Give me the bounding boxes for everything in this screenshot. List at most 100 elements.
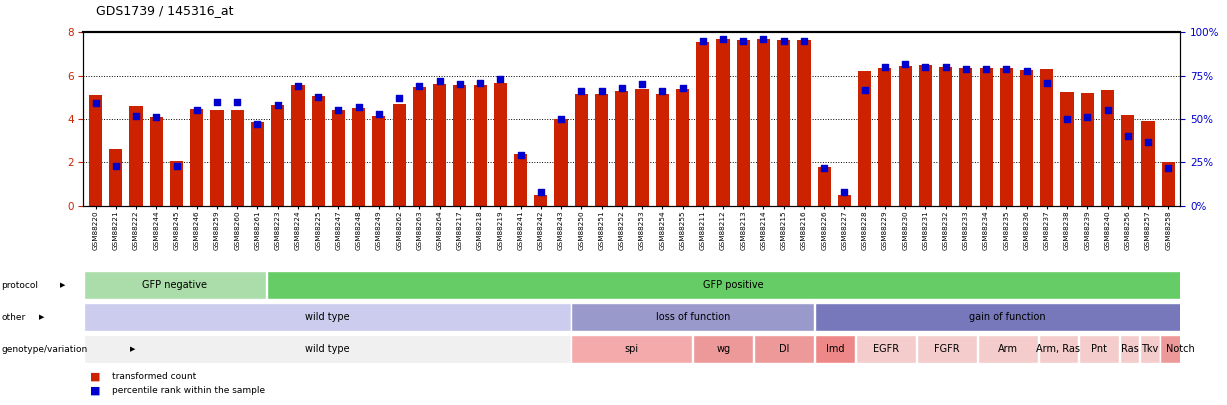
Point	[1118, 133, 1137, 140]
Bar	[453, 85, 466, 206]
Text: transformed count: transformed count	[112, 372, 196, 381]
Point	[875, 64, 894, 70]
Point	[591, 88, 611, 95]
Point	[1077, 114, 1097, 121]
Bar	[1080, 335, 1119, 363]
Bar	[595, 94, 609, 206]
Point	[450, 81, 470, 87]
Bar	[266, 271, 1200, 299]
Bar	[83, 271, 266, 299]
Point	[470, 79, 490, 86]
Bar	[1020, 70, 1033, 206]
Point	[288, 83, 308, 90]
Bar	[615, 91, 628, 206]
Point	[329, 107, 348, 114]
Point	[146, 114, 166, 121]
Text: Tkv: Tkv	[1141, 344, 1158, 354]
Text: Dl: Dl	[779, 344, 789, 354]
Bar	[1120, 335, 1140, 363]
Point	[248, 121, 267, 128]
Point	[956, 66, 975, 72]
Point	[996, 66, 1016, 72]
Bar	[736, 40, 750, 206]
Bar	[1060, 92, 1074, 206]
Bar	[171, 161, 183, 206]
Point	[531, 189, 551, 195]
Point	[1037, 79, 1056, 86]
Bar	[493, 83, 507, 206]
Bar	[838, 195, 852, 206]
Bar	[211, 111, 223, 206]
Bar	[917, 335, 977, 363]
Point	[713, 36, 733, 43]
Point	[794, 38, 814, 44]
Bar	[676, 89, 690, 206]
Text: wild type: wild type	[304, 344, 350, 354]
Bar	[352, 108, 366, 206]
Bar	[150, 117, 163, 206]
Point	[734, 38, 753, 44]
Text: Ras: Ras	[1120, 344, 1139, 354]
Text: GFP positive: GFP positive	[703, 280, 763, 290]
Point	[915, 64, 935, 70]
Bar	[474, 85, 487, 206]
Point	[348, 104, 368, 110]
Text: percentile rank within the sample: percentile rank within the sample	[112, 386, 265, 395]
Point	[936, 64, 956, 70]
Bar	[717, 39, 730, 206]
Text: GDS1739 / 145316_at: GDS1739 / 145316_at	[96, 4, 233, 17]
Text: loss of function: loss of function	[655, 312, 730, 322]
Bar	[655, 94, 669, 206]
Point	[126, 112, 146, 119]
Text: ▶: ▶	[130, 346, 135, 352]
Bar	[693, 335, 753, 363]
Text: ▶: ▶	[39, 314, 44, 320]
Text: ▶: ▶	[60, 282, 65, 288]
Bar	[190, 109, 204, 206]
Bar	[130, 106, 142, 206]
Bar	[979, 68, 993, 206]
Bar	[777, 40, 790, 206]
Text: protocol: protocol	[1, 281, 38, 290]
Bar	[1162, 162, 1174, 206]
Bar	[1140, 335, 1160, 363]
Point	[167, 163, 187, 169]
Text: Notch: Notch	[1166, 344, 1195, 354]
Text: ■: ■	[90, 386, 101, 396]
Point	[1158, 164, 1178, 171]
Point	[672, 85, 692, 91]
Bar	[372, 116, 385, 206]
Bar	[109, 149, 123, 206]
Text: genotype/variation: genotype/variation	[1, 345, 87, 354]
Text: Arm: Arm	[998, 344, 1017, 354]
Bar	[572, 335, 692, 363]
Bar	[919, 65, 933, 206]
Point	[510, 152, 530, 159]
Bar	[433, 84, 447, 206]
Point	[1098, 107, 1118, 114]
Bar	[898, 66, 912, 206]
Bar	[250, 122, 264, 206]
Bar	[1040, 69, 1053, 206]
Bar	[412, 87, 426, 206]
Bar	[1141, 121, 1155, 206]
Text: EGFR: EGFR	[872, 344, 899, 354]
Bar	[755, 335, 815, 363]
Point	[693, 38, 713, 44]
Point	[834, 189, 854, 195]
Bar	[696, 42, 709, 206]
Point	[612, 85, 632, 91]
Bar	[534, 195, 547, 206]
Point	[977, 66, 996, 72]
Bar	[1038, 335, 1079, 363]
Bar	[231, 111, 244, 206]
Point	[855, 86, 875, 93]
Point	[410, 83, 429, 90]
Bar	[271, 105, 285, 206]
Text: other: other	[1, 313, 26, 322]
Point	[389, 95, 409, 102]
Point	[551, 116, 571, 122]
Bar	[83, 335, 571, 363]
Text: Imd: Imd	[826, 344, 844, 354]
Point	[369, 111, 389, 117]
